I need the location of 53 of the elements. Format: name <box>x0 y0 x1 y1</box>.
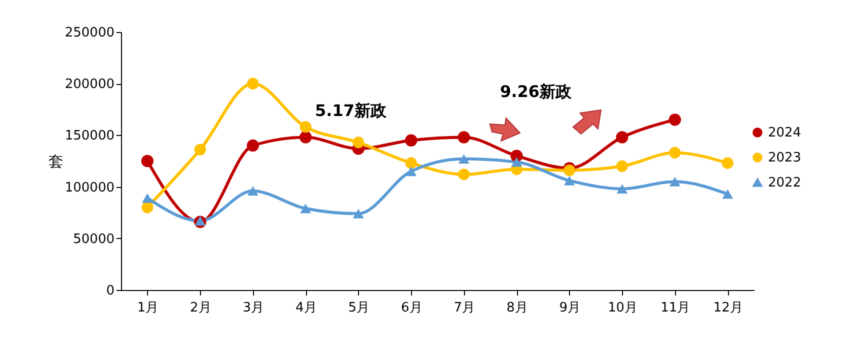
point <box>246 139 259 152</box>
point <box>352 208 364 218</box>
y-tick-label: 150000 <box>64 128 114 144</box>
point <box>616 160 628 172</box>
point <box>511 157 522 167</box>
point <box>247 78 259 90</box>
point <box>300 204 312 214</box>
point <box>141 154 154 168</box>
point <box>669 146 681 159</box>
y-tick-label: 0 <box>106 284 114 298</box>
annotation: 9.26新政 <box>500 82 572 103</box>
point <box>405 157 417 169</box>
point <box>616 131 628 144</box>
point <box>722 157 734 169</box>
x-tick-label: 2月 <box>190 300 212 316</box>
legend-label: 2022 <box>768 176 802 190</box>
point <box>194 144 206 156</box>
point <box>300 121 312 133</box>
point <box>352 136 364 148</box>
point <box>458 154 470 164</box>
point <box>142 193 153 203</box>
x-tick-label: 10月 <box>608 300 638 316</box>
point <box>300 131 312 144</box>
point <box>616 184 628 194</box>
point <box>669 176 680 186</box>
annotation: 5.17新政 <box>315 101 386 122</box>
point <box>406 166 417 176</box>
y-tick-label: 100000 <box>64 180 114 196</box>
x-tick-label: 4月 <box>295 300 317 316</box>
point <box>564 176 575 186</box>
point <box>458 168 470 180</box>
x-tick-label: 7月 <box>454 300 476 316</box>
x-tick-label: 5月 <box>348 300 370 316</box>
point <box>510 150 523 162</box>
legend-label: 2024 <box>768 126 802 140</box>
point <box>142 202 154 214</box>
x-tick-label: 1月 <box>137 300 159 316</box>
x-tick-label: 11月 <box>660 300 690 316</box>
point <box>458 131 470 144</box>
legend-label: 2023 <box>768 150 802 166</box>
point <box>405 134 418 146</box>
x-tick-label: 8月 <box>506 300 528 316</box>
y-tick-label: 50000 <box>73 232 114 247</box>
y-axis-title: 套 <box>48 152 64 170</box>
x-tick-label: 12月 <box>713 300 743 316</box>
x-tick-label: 9月 <box>559 300 581 316</box>
y-tick-label: 250000 <box>64 26 114 40</box>
point <box>668 114 681 126</box>
point <box>722 189 734 199</box>
x-tick-label: 3月 <box>242 300 264 316</box>
y-tick-label: 200000 <box>64 77 114 92</box>
x-tick-label: 6月 <box>400 300 422 316</box>
point <box>247 186 258 196</box>
